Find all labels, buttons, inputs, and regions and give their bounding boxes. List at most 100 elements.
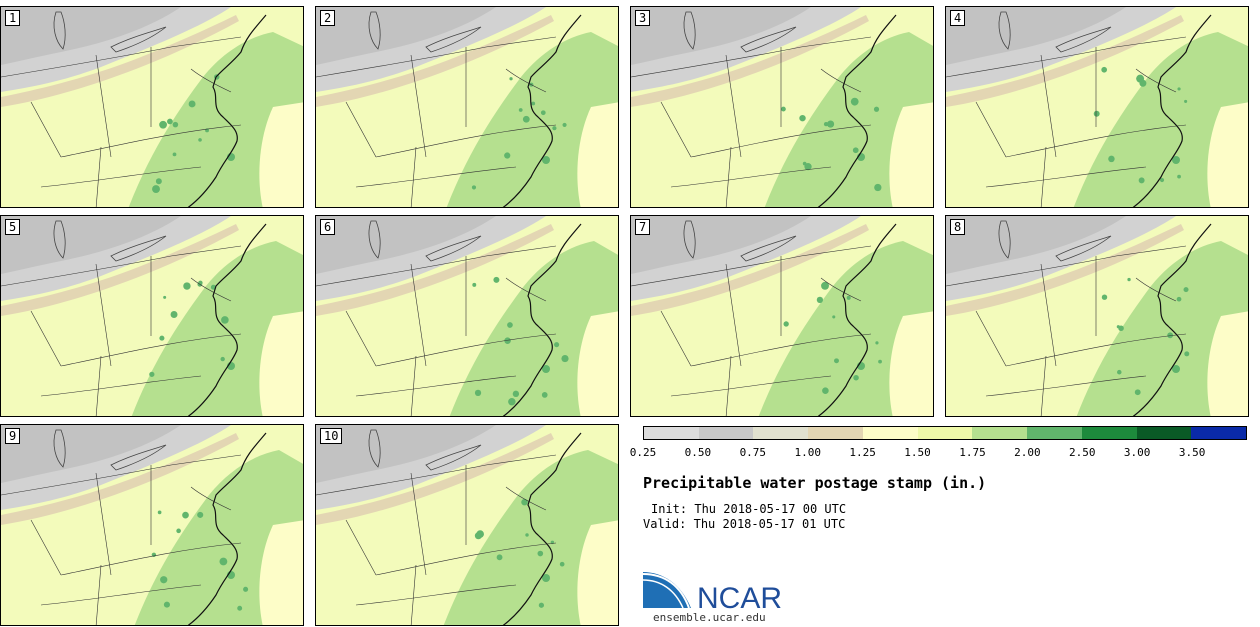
state-boundary bbox=[355, 166, 517, 188]
map bbox=[1, 7, 303, 207]
state-boundary bbox=[375, 333, 557, 367]
state-boundary bbox=[670, 375, 832, 397]
member-panel-10[interactable]: 10 bbox=[315, 424, 619, 626]
transition-band bbox=[1, 15, 239, 107]
moisture-spot bbox=[504, 337, 511, 344]
moisture-spot bbox=[542, 365, 550, 373]
moisture-spot bbox=[471, 185, 477, 190]
logo-url[interactable]: ensemble.ucar.edu bbox=[653, 611, 766, 624]
state-boundary bbox=[725, 263, 742, 367]
moisture-spot bbox=[1184, 351, 1190, 357]
init-label: Init: bbox=[651, 502, 688, 516]
colorbar-tick-label: 2.00 bbox=[1014, 446, 1041, 459]
moisture-spot bbox=[822, 387, 829, 395]
moisture-spot bbox=[850, 97, 859, 106]
state-boundary bbox=[40, 375, 202, 397]
lake-outline bbox=[53, 429, 66, 468]
dry-core bbox=[946, 7, 1126, 65]
transition-band bbox=[631, 15, 869, 107]
moist-region bbox=[443, 450, 618, 625]
member-panel-7[interactable]: 7 bbox=[630, 215, 934, 417]
map bbox=[316, 216, 618, 416]
state-boundary bbox=[725, 146, 732, 207]
coastline bbox=[502, 14, 582, 207]
state-boundary bbox=[40, 166, 202, 188]
coastline bbox=[817, 14, 897, 207]
state-boundary bbox=[975, 101, 1007, 158]
transition-band bbox=[631, 224, 869, 316]
moisture-spot bbox=[531, 101, 536, 106]
state-boundary bbox=[345, 101, 377, 158]
state-boundary bbox=[820, 68, 862, 93]
moisture-spot bbox=[522, 115, 530, 123]
state-boundary bbox=[60, 124, 242, 158]
state-boundary bbox=[631, 245, 872, 287]
moisture-spot bbox=[1177, 87, 1181, 91]
moisture-spot bbox=[541, 392, 548, 398]
lake-outline bbox=[425, 444, 482, 471]
figure-title: Precipitable water postage stamp (in.) bbox=[643, 474, 987, 492]
coastline bbox=[187, 432, 267, 625]
state-boundary bbox=[410, 355, 417, 416]
coastline bbox=[187, 14, 267, 207]
moist-region bbox=[449, 241, 618, 416]
moist-region bbox=[758, 241, 933, 416]
colorbar-segment bbox=[753, 427, 809, 439]
state-boundary bbox=[505, 68, 547, 93]
state-boundary bbox=[95, 54, 112, 158]
moisture-spot bbox=[160, 576, 168, 584]
colorbar-segment bbox=[972, 427, 1028, 439]
moisture-spot bbox=[159, 120, 167, 129]
moisture-spot bbox=[521, 498, 528, 506]
member-panel-6[interactable]: 6 bbox=[315, 215, 619, 417]
state-boundary bbox=[30, 519, 62, 576]
member-panel-8[interactable]: 8 bbox=[945, 215, 1249, 417]
moisture-spot bbox=[167, 118, 173, 125]
state-boundary bbox=[660, 101, 692, 158]
map bbox=[631, 7, 933, 207]
moisture-spot bbox=[1176, 296, 1182, 302]
state-boundary bbox=[95, 355, 102, 416]
member-panel-1[interactable]: 1 bbox=[0, 6, 304, 208]
offshore-band bbox=[259, 102, 303, 207]
member-panel-3[interactable]: 3 bbox=[630, 6, 934, 208]
moisture-spot bbox=[183, 282, 191, 290]
moisture-spot bbox=[172, 152, 177, 157]
member-panel-9[interactable]: 9 bbox=[0, 424, 304, 626]
coastline bbox=[1132, 14, 1212, 207]
state-boundary bbox=[60, 542, 242, 576]
moisture-spot bbox=[875, 341, 879, 345]
moisture-spot bbox=[152, 185, 160, 194]
moisture-spot bbox=[1134, 389, 1141, 396]
moisture-spot bbox=[823, 121, 829, 127]
moisture-spot bbox=[507, 322, 513, 328]
ncar-logo: NCAR bbox=[642, 572, 782, 612]
moisture-spot bbox=[1139, 79, 1147, 87]
member-panel-4[interactable]: 4 bbox=[945, 6, 1249, 208]
moisture-spot bbox=[221, 316, 229, 324]
state-boundary bbox=[410, 263, 427, 367]
member-panel-5[interactable]: 5 bbox=[0, 215, 304, 417]
moisture-spot bbox=[198, 138, 202, 142]
offshore-band bbox=[1207, 102, 1248, 207]
lake-outline bbox=[1055, 26, 1112, 53]
offshore-band bbox=[577, 311, 618, 416]
state-boundary bbox=[1040, 263, 1057, 367]
colorbar-tick-label: 0.25 bbox=[629, 446, 657, 459]
dry-core bbox=[316, 425, 496, 483]
state-boundary bbox=[1, 36, 242, 78]
state-boundary bbox=[975, 310, 1007, 367]
moisture-spot bbox=[832, 315, 836, 319]
state-boundary bbox=[670, 166, 832, 188]
colorbar-tick-label: 0.75 bbox=[739, 446, 767, 459]
moisture-spot bbox=[826, 120, 835, 128]
moisture-spot bbox=[561, 354, 569, 363]
moisture-spot bbox=[874, 183, 882, 192]
state-boundary bbox=[690, 333, 872, 367]
moisture-spot bbox=[149, 371, 155, 377]
colorbar-tick-label: 3.00 bbox=[1123, 446, 1151, 459]
moisture-spot bbox=[559, 561, 565, 567]
state-boundary bbox=[946, 36, 1187, 78]
state-boundary bbox=[190, 277, 232, 302]
member-panel-2[interactable]: 2 bbox=[315, 6, 619, 208]
